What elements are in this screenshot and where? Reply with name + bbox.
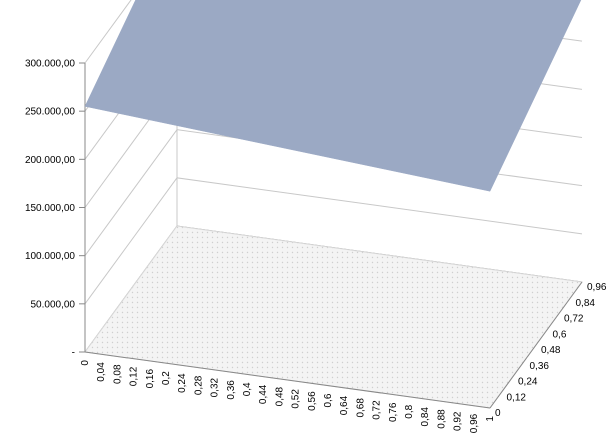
x-tick-label: 0,96	[469, 413, 480, 433]
x-tick-label: 0,84	[420, 407, 431, 427]
x-tick-label: 0,08	[112, 364, 123, 384]
x-axis-line	[84, 351, 491, 409]
x-tick-label: 0,72	[372, 400, 383, 420]
z-tick-label: 250.000,00	[25, 107, 75, 118]
x-tick-label: 0,44	[258, 384, 269, 404]
y-tick-label: 0,84	[576, 298, 596, 309]
chart-floor	[84, 225, 583, 409]
z-axis-ticks: - 50.000,00 100.000,00 150.000,00 200.000,00…	[25, 59, 85, 359]
x-tick-label: 0,76	[388, 402, 399, 422]
y-axis-line	[489, 281, 583, 409]
y-tick-label: 0,24	[518, 377, 538, 388]
x-tick-label: 0,36	[226, 380, 237, 400]
z-tick-label: 100.000,00	[25, 251, 75, 262]
x-tick-label: 0,2	[161, 371, 172, 385]
x-tick-label: 0,92	[453, 411, 464, 431]
z-tick-label: -	[72, 348, 75, 359]
x-tick-label: 0,32	[210, 377, 221, 397]
x-tick-label: 0,16	[145, 369, 156, 389]
x-tick-label: 1	[485, 416, 496, 422]
z-tick-label: 200.000,00	[25, 155, 75, 166]
x-tick-label: 0,8	[404, 404, 415, 418]
y-tick-label: 0,36	[530, 361, 550, 372]
x-tick-label: 0	[80, 360, 91, 366]
x-tick-label: 0,56	[307, 391, 318, 411]
x-axis-ticks: 0 0,04 0,08 0,12 0,16 0,2 0,24 0,28 0,32 0,36 0,4 0…	[80, 360, 496, 434]
y-tick-label: 0,72	[564, 314, 584, 325]
y-tick-label: 0,6	[553, 329, 567, 340]
y-tick-label: 0,48	[541, 345, 561, 356]
z-tick-label: 300.000,00	[25, 59, 75, 70]
floor-plane	[84, 225, 583, 409]
x-tick-label: 0,12	[129, 366, 140, 386]
chart-surface-layer	[84, 0, 582, 192]
x-tick-label: 0,68	[355, 398, 366, 418]
z-tick-label: 150.000,00	[25, 203, 75, 214]
x-tick-label: 0,28	[193, 375, 204, 395]
x-tick-label: 0,88	[436, 409, 447, 429]
x-tick-label: 0,6	[323, 393, 334, 407]
x-tick-label: 0,04	[96, 362, 107, 382]
y-tick-label: 0,12	[507, 392, 527, 403]
x-tick-label: 0,52	[291, 389, 302, 409]
x-tick-label: 0,48	[274, 386, 285, 406]
x-tick-label: 0,4	[242, 382, 253, 396]
z-tick-label: 50.000,00	[31, 299, 76, 310]
y-axis-ticks: 0 0,12 0,24 0,36 0,48 0,6 0,72 0,84 0,96	[495, 282, 607, 419]
surface-plane	[84, 0, 582, 192]
x-tick-label: 0,24	[177, 373, 188, 393]
x-tick-label: 0,64	[339, 395, 350, 415]
z-gridline	[84, 0, 132, 64]
y-tick-label: 0	[495, 408, 501, 419]
y-tick-label: 0,96	[587, 282, 607, 293]
